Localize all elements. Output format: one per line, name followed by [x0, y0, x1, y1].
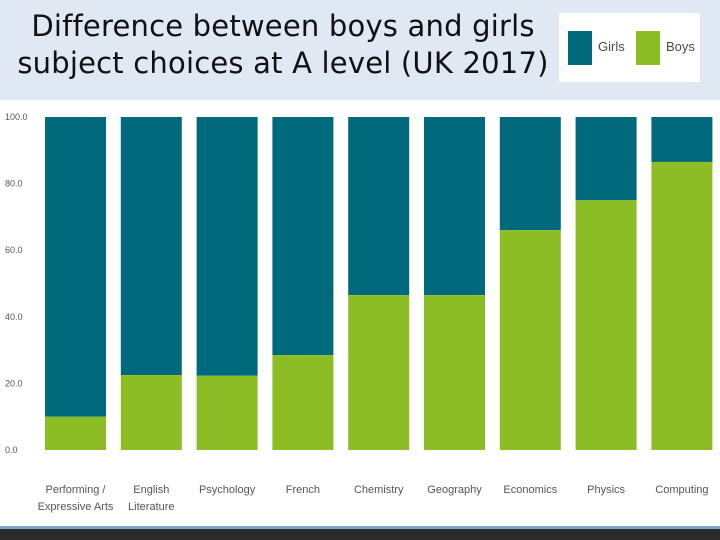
bar-boys — [575, 200, 637, 450]
bar-girls — [651, 117, 713, 162]
bar-boys — [120, 375, 182, 450]
category-label: Geography — [427, 484, 482, 496]
y-tick-label: 0.0 — [5, 445, 18, 455]
category-label: Psychology — [199, 484, 256, 496]
bar-girls — [120, 117, 182, 376]
bar-boys — [499, 230, 561, 450]
category-label: Chemistry — [354, 484, 404, 496]
bar-girls — [424, 117, 485, 296]
category-label: English — [133, 484, 169, 496]
bar-girls — [575, 117, 637, 201]
bar-girls — [196, 117, 258, 376]
bar-chart: 0.0 20.0 40.0 60.0 80.0 100.0 Performing / Expr… — [5, 112, 713, 513]
bar-boys — [424, 295, 485, 450]
y-tick-label: 20.0 — [5, 378, 23, 388]
category-label: Economics — [503, 484, 557, 496]
y-tick-label: 40.0 — [5, 312, 23, 322]
y-tick-label: 60.0 — [5, 245, 23, 255]
bar-girls — [348, 117, 410, 296]
bar-girls — [45, 117, 106, 417]
legend-label-boys: Boys — [666, 39, 695, 54]
bar-boys — [196, 375, 258, 450]
legend-swatch-girls — [568, 31, 592, 65]
chart-title: Difference between boys and girls subjec… — [0, 8, 566, 82]
category-label: Literature — [128, 501, 174, 513]
bar-boys — [272, 355, 334, 450]
legend: Girls Boys — [559, 13, 700, 82]
bar-girls — [272, 117, 334, 356]
category-label: Expressive Arts — [38, 501, 114, 513]
legend-swatch-boys — [636, 31, 660, 65]
category-label: French — [286, 484, 320, 496]
bar-girls — [499, 117, 561, 231]
bar-boys — [45, 416, 106, 450]
legend-label-girls: Girls — [598, 39, 625, 54]
y-tick-label: 80.0 — [5, 179, 23, 189]
bar-boys — [348, 295, 410, 450]
footer-bar — [0, 529, 720, 540]
y-tick-label: 100.0 — [5, 112, 28, 122]
chart-title-line-1: Difference between boys and girls — [31, 9, 535, 43]
footer-line — [0, 526, 720, 529]
chart-title-line-2: subject choices at A level (UK 2017) — [17, 46, 549, 80]
category-label: Computing — [655, 484, 708, 496]
category-label: Performing / — [46, 484, 107, 496]
bar-boys — [651, 161, 713, 450]
category-label: Physics — [587, 484, 625, 496]
